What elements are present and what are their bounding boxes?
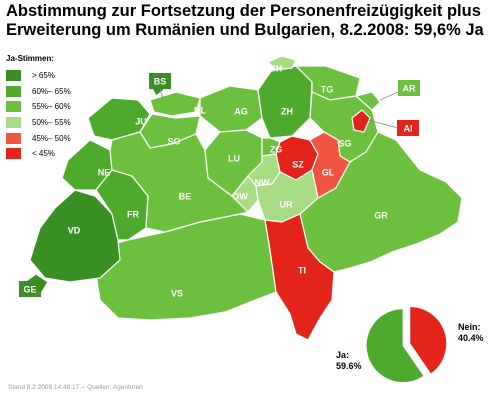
canton-label-VD: VD: [68, 226, 81, 236]
legend-label: 45%– 50%: [32, 133, 71, 143]
leader-line: [159, 88, 164, 99]
legend-swatch: [6, 117, 21, 129]
legend: Ja-Stimmen: > 65% 60%– 65% 55%– 60% 50%– 55…: [6, 54, 71, 162]
canton-label-SZ: SZ: [292, 160, 304, 170]
pie-yes-value: 59.6%: [336, 361, 362, 371]
pie-slice-no: [409, 306, 448, 375]
legend-swatch: [6, 70, 21, 82]
legend-swatch: [6, 132, 21, 144]
canton-label-JU: JU: [135, 117, 147, 127]
legend-item: 60%– 65%: [6, 84, 71, 100]
leader-line: [367, 119, 399, 129]
canton-label-NW: NW: [255, 178, 270, 188]
canton-TI[interactable]: [264, 213, 335, 341]
legend-label: 50%– 55%: [32, 118, 71, 128]
canton-GE-box: [19, 281, 41, 297]
canton-label-GE: GE: [23, 285, 36, 295]
canton-BL[interactable]: [149, 91, 201, 117]
canton-label-ZG: ZG: [270, 145, 283, 155]
canton-label-OW: OW: [232, 192, 248, 202]
canton-BS-box: [149, 73, 171, 89]
legend-label: 55%– 60%: [32, 102, 71, 112]
canton-label-SG: SG: [338, 139, 351, 149]
canton-label-LU: LU: [228, 154, 240, 164]
canton-label-AG: AG: [234, 107, 248, 117]
pie-no-text: Nein:: [458, 322, 481, 332]
legend-label: > 65%: [32, 71, 55, 81]
legend-item: > 65%: [6, 68, 71, 84]
canton-BE[interactable]: [109, 131, 249, 233]
legend-item: < 45%: [6, 146, 71, 162]
canton-JU[interactable]: [87, 97, 151, 141]
canton-label-TI: TI: [298, 266, 306, 276]
legend-item: 50%– 55%: [6, 115, 71, 131]
legend-swatch: [6, 85, 21, 97]
canton-label-NE: NE: [98, 168, 111, 178]
legend-label: < 45%: [32, 149, 55, 159]
canton-AI[interactable]: [351, 109, 371, 133]
pie-no-value: 40.4%: [458, 333, 484, 343]
canton-label-FR: FR: [127, 210, 139, 220]
title-line-1: Abstimmung zur Fortsetzung der Personenf…: [6, 2, 481, 20]
canton-label-BL: BL: [194, 106, 206, 116]
canton-AR[interactable]: [355, 91, 381, 111]
canton-label-GR: GR: [374, 211, 388, 221]
canton-label-TG: TG: [321, 85, 334, 95]
canton-label-UR: UR: [280, 200, 293, 210]
legend-swatch: [6, 148, 21, 160]
canton-AR-box: [398, 80, 420, 96]
leader-line: [33, 291, 41, 298]
pie-slice-yes: [365, 308, 425, 384]
canton-label-SO: SO: [167, 137, 180, 147]
canton-label-AI: AI: [404, 124, 413, 134]
canton-AI-box: [397, 120, 419, 136]
footer-source: Stand 8.2.2009 14:48:17 -- Quellen: Agen…: [8, 384, 143, 391]
canton-AG[interactable]: [199, 85, 263, 133]
leader-line: [379, 91, 399, 101]
canton-label-BE: BE: [179, 192, 192, 202]
legend-swatch: [6, 101, 21, 113]
canton-SH[interactable]: [267, 55, 297, 71]
pie-no-label: Nein: 40.4%: [458, 322, 484, 344]
title-line-2: Erweiterung um Rumänien und Bulgarien, 8…: [6, 21, 484, 39]
map-title: Abstimmung zur Fortsetzung der Personenf…: [6, 2, 490, 40]
canton-label-SH: SH: [270, 64, 283, 74]
pie-yes-label: Ja: 59.6%: [336, 350, 362, 372]
canton-label-AR: AR: [403, 84, 416, 94]
canton-label-BS: BS: [154, 77, 167, 87]
pie-yes-text: Ja:: [336, 350, 350, 360]
legend-heading: Ja-Stimmen:: [6, 54, 55, 63]
canton-label-VS: VS: [171, 289, 183, 299]
legend-item: 45%– 50%: [6, 130, 71, 146]
canton-ZH[interactable]: [257, 65, 313, 139]
canton-label-GL: GL: [322, 168, 335, 178]
legend-item: 55%– 60%: [6, 99, 71, 115]
legend-label: 60%– 65%: [32, 86, 71, 96]
canton-label-ZH: ZH: [281, 107, 293, 117]
